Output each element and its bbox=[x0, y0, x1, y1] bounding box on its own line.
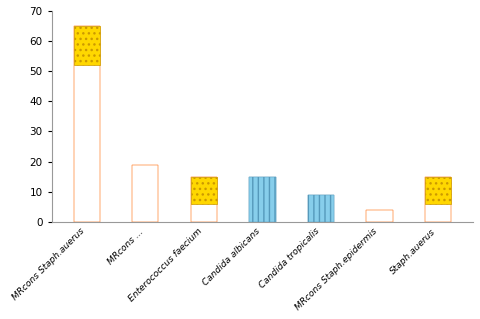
Bar bbox=[249, 177, 276, 222]
Bar bbox=[132, 165, 158, 222]
Bar bbox=[132, 165, 158, 222]
Bar bbox=[73, 26, 100, 65]
Bar bbox=[308, 195, 334, 222]
Bar bbox=[425, 177, 451, 222]
Bar bbox=[366, 210, 393, 222]
Bar bbox=[73, 26, 100, 222]
Bar bbox=[366, 210, 393, 222]
Bar bbox=[73, 26, 100, 222]
Bar bbox=[191, 177, 217, 222]
Bar bbox=[249, 177, 276, 222]
Bar bbox=[425, 177, 451, 222]
Bar bbox=[308, 195, 334, 222]
Bar bbox=[425, 177, 451, 204]
Bar bbox=[191, 177, 217, 222]
Bar bbox=[191, 177, 217, 204]
